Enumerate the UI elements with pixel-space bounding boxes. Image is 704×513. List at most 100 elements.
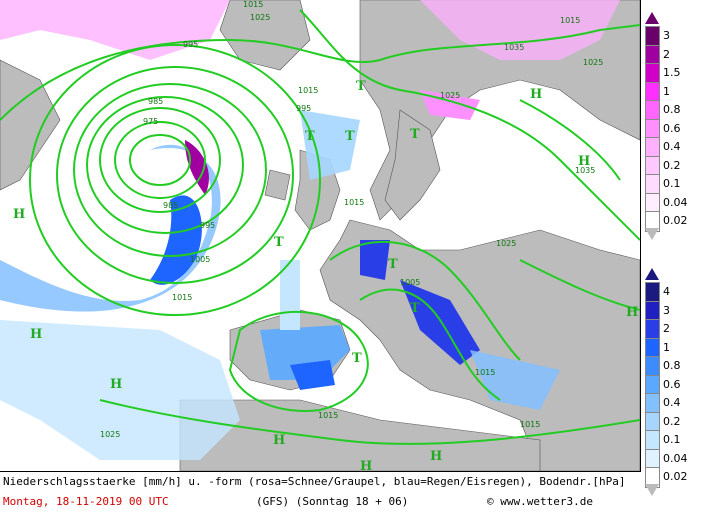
snow-legend-label: 0.8 — [663, 103, 681, 116]
snow-legend-top-arrow — [645, 12, 659, 24]
snow-legend-label: 1 — [663, 84, 670, 98]
snow-legend-label: 0.2 — [663, 158, 681, 172]
isobar-label: 1005 — [400, 278, 420, 287]
isobar-label: 1035 — [504, 43, 524, 52]
footer-model-run: (GFS) (Sonntag 18 + 06) — [256, 495, 409, 508]
isobar-labels: 995 985 975 985 995 1005 1015 1025 1015 … — [100, 0, 603, 439]
isobar-label: 1025 — [440, 91, 460, 100]
snow-legend-entry: 1 — [641, 81, 704, 103]
rain-legend-label: 0.6 — [663, 377, 681, 391]
isobar-label: 1015 — [172, 293, 192, 302]
rain-legend-label: 4 — [663, 285, 670, 298]
weather-map: 995 985 975 985 995 1005 1015 1025 1015 … — [0, 0, 641, 474]
rain-legend-entry: 0.8 — [641, 356, 704, 377]
isobar-label: 1015 — [520, 420, 540, 429]
high-pressure-letter: H — [626, 305, 638, 320]
footer-description: Niederschlagsstaerke [mm/h] u. -form (ro… — [3, 475, 626, 488]
rain-legend-label: 0.02 — [663, 470, 688, 483]
high-pressure-letter: H — [430, 449, 442, 464]
snow-legend-label: 0.4 — [663, 140, 681, 153]
rain-legend-entry: 0.4 — [641, 393, 704, 414]
isobar-label: 1025 — [496, 239, 516, 248]
low-pressure-letter: T — [410, 127, 420, 142]
rain-legend-entry: 3 — [641, 300, 704, 322]
low-pressure-letter: T — [305, 129, 315, 144]
isobar-label: 1025 — [250, 13, 270, 22]
footer-date: Montag, 18-11-2019 00 UTC — [3, 495, 169, 508]
snow-legend-entry: 0.04 — [641, 192, 704, 214]
rain-legend-label: 0.1 — [663, 433, 681, 446]
rain-legend-label: 0.2 — [663, 414, 681, 428]
snow-legend-entry: 0.6 — [641, 118, 704, 140]
snow-legend-entry: 0.2 — [641, 155, 704, 177]
snow-legend-label: 3 — [663, 29, 670, 42]
rain-legend: 4 3 2 1 0.8 0.6 0.4 0.2 0.1 0.04 0.02 — [641, 266, 704, 498]
rain-legend-label: 0.8 — [663, 359, 681, 372]
isobar-label: 1015 — [560, 16, 580, 25]
snow-legend-entry: 0.4 — [641, 137, 704, 158]
high-pressure-letter: H — [30, 327, 42, 342]
map-footer: Niederschlagsstaerke [mm/h] u. -form (ro… — [0, 472, 640, 513]
snow-legend: 3 2 1.5 1 0.8 0.6 0.4 0.2 0.1 0.04 0.02 — [641, 10, 704, 242]
isobar-label: 1025 — [583, 58, 603, 67]
isobar-label: 975 — [143, 117, 158, 126]
low-pressure-letter: T — [345, 129, 355, 144]
snow-legend-entry: 0.1 — [641, 174, 704, 195]
snow-legend-entry: 1.5 — [641, 63, 704, 84]
rain-legend-top-arrow — [645, 268, 659, 280]
low-pressure-letter: T — [410, 301, 420, 316]
map-canvas: 995 985 975 985 995 1005 1015 1025 1015 … — [0, 0, 641, 474]
isobars — [0, 9, 641, 445]
precipitation-field — [0, 0, 620, 460]
rain-legend-entry: 0.02 — [641, 467, 704, 488]
isobar-label: 1005 — [190, 255, 210, 264]
rain-legend-label: 1 — [663, 340, 670, 354]
high-pressure-letter: H — [360, 459, 372, 471]
snow-legend-bottom-arrow — [645, 228, 659, 240]
rain-legend-label: 2 — [663, 322, 670, 335]
isobar-label: 1015 — [475, 368, 495, 377]
rain-legend-label: 3 — [663, 303, 670, 317]
low-pressure-letter: T — [388, 257, 398, 272]
high-pressure-letter: H — [110, 377, 122, 392]
snow-legend-entry: 0.8 — [641, 100, 704, 121]
snow-legend-label: 1.5 — [663, 66, 681, 79]
isobar-label: 1015 — [318, 411, 338, 420]
high-pressure-letter: H — [13, 207, 25, 222]
isobar-label: 985 — [148, 97, 163, 106]
snow-legend-label: 0.1 — [663, 177, 681, 190]
rain-legend-entry: 0.6 — [641, 374, 704, 396]
rain-legend-entry: 2 — [641, 319, 704, 340]
snow-legend-label: 0.6 — [663, 121, 681, 135]
isobar-label: 1035 — [575, 166, 595, 175]
high-pressure-letter: H — [578, 154, 590, 169]
footer-copyright: © www.wetter3.de — [487, 495, 593, 508]
snow-legend-label: 0.02 — [663, 214, 688, 227]
rain-legend-entry: 0.2 — [641, 411, 704, 433]
rain-legend-entry: 0.04 — [641, 448, 704, 470]
low-pressure-letter: T — [356, 79, 366, 94]
isobar-label: 1025 — [100, 430, 120, 439]
rain-legend-label: 0.4 — [663, 396, 681, 409]
high-pressure-letter: H — [273, 433, 285, 448]
rain-legend-entry: 4 — [641, 282, 704, 303]
pressure-centres: H H H H H H H H H T T T T T T T T T — [13, 79, 638, 474]
isobar-label: 1015 — [298, 86, 318, 95]
rain-legend-label: 0.04 — [663, 451, 688, 465]
high-pressure-letter: H — [530, 87, 542, 102]
snow-legend-entry: 0.02 — [641, 211, 704, 232]
isobar-label: 995 — [200, 221, 215, 230]
isobar-label: 995 — [296, 104, 311, 113]
snow-legend-entry: 2 — [641, 44, 704, 66]
snow-legend-label: 2 — [663, 47, 670, 61]
snow-legend-entry: 3 — [641, 26, 704, 47]
isobar-label: 1015 — [344, 198, 364, 207]
snow-legend-label: 0.04 — [663, 195, 688, 209]
low-pressure-letter: T — [352, 351, 362, 366]
isobar-label: 995 — [183, 40, 198, 49]
rain-legend-entry: 0.1 — [641, 430, 704, 451]
rain-legend-entry: 1 — [641, 337, 704, 359]
rain-legend-bottom-arrow — [645, 484, 659, 496]
isobar-label: 985 — [163, 201, 178, 210]
isobar-label: 1015 — [243, 0, 263, 9]
